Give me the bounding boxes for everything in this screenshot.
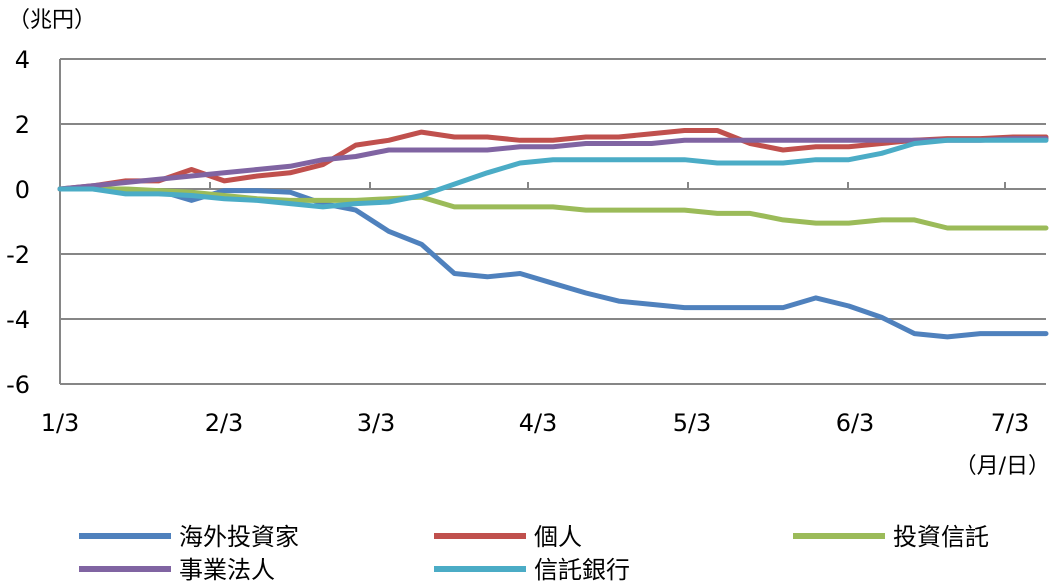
x-tick-label: 5/3: [673, 409, 712, 437]
x-tick-label: 7/3: [991, 409, 1030, 437]
legend-label: 事業法人: [179, 556, 275, 584]
axis-layer: 4 2 0 -2 -4 -6 1/3 2/3 3/3 4/3 5/3 6/3 7/3: [6, 46, 1029, 437]
y-tick-label: 2: [15, 111, 30, 139]
legend-label: 個人: [534, 523, 582, 551]
y-tick-label: -6: [6, 371, 30, 399]
series-line-0: [57, 186, 1049, 340]
x-tick-label: 4/3: [519, 409, 558, 437]
y-tick-label: 0: [15, 176, 30, 204]
legend-label: 海外投資家: [179, 523, 299, 551]
legend-label: 投資信託: [893, 523, 989, 551]
series-line-1: [57, 128, 1049, 192]
y-tick-label: -2: [6, 241, 30, 269]
x-tick-label: 2/3: [205, 409, 244, 437]
series-layer: [57, 128, 1049, 340]
series-line-4: [57, 137, 1049, 210]
y-tick-label: 4: [15, 46, 30, 74]
x-tick-label: 3/3: [357, 409, 396, 437]
legend-label: 信託銀行: [534, 556, 630, 584]
x-tick-label: 6/3: [836, 409, 875, 437]
series-line-3: [57, 136, 1049, 192]
series-line-2: [57, 186, 1049, 231]
x-unit-label: （月/日）: [955, 454, 1050, 479]
x-tick-label: 1/3: [41, 409, 80, 437]
y-unit-label: （兆円）: [8, 8, 96, 33]
y-tick-label: -4: [6, 306, 30, 334]
